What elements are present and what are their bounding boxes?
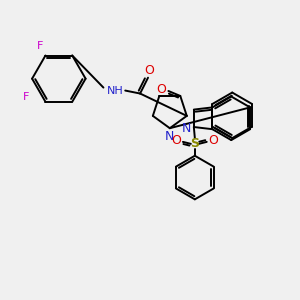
Text: O: O <box>144 64 154 77</box>
Text: F: F <box>37 41 43 51</box>
Text: N: N <box>165 130 175 142</box>
Text: N: N <box>182 122 192 136</box>
Text: O: O <box>171 134 181 147</box>
Text: S: S <box>190 137 199 150</box>
Text: NH: NH <box>107 85 124 96</box>
Text: F: F <box>23 92 29 103</box>
Text: O: O <box>157 83 166 97</box>
Text: O: O <box>209 134 219 147</box>
